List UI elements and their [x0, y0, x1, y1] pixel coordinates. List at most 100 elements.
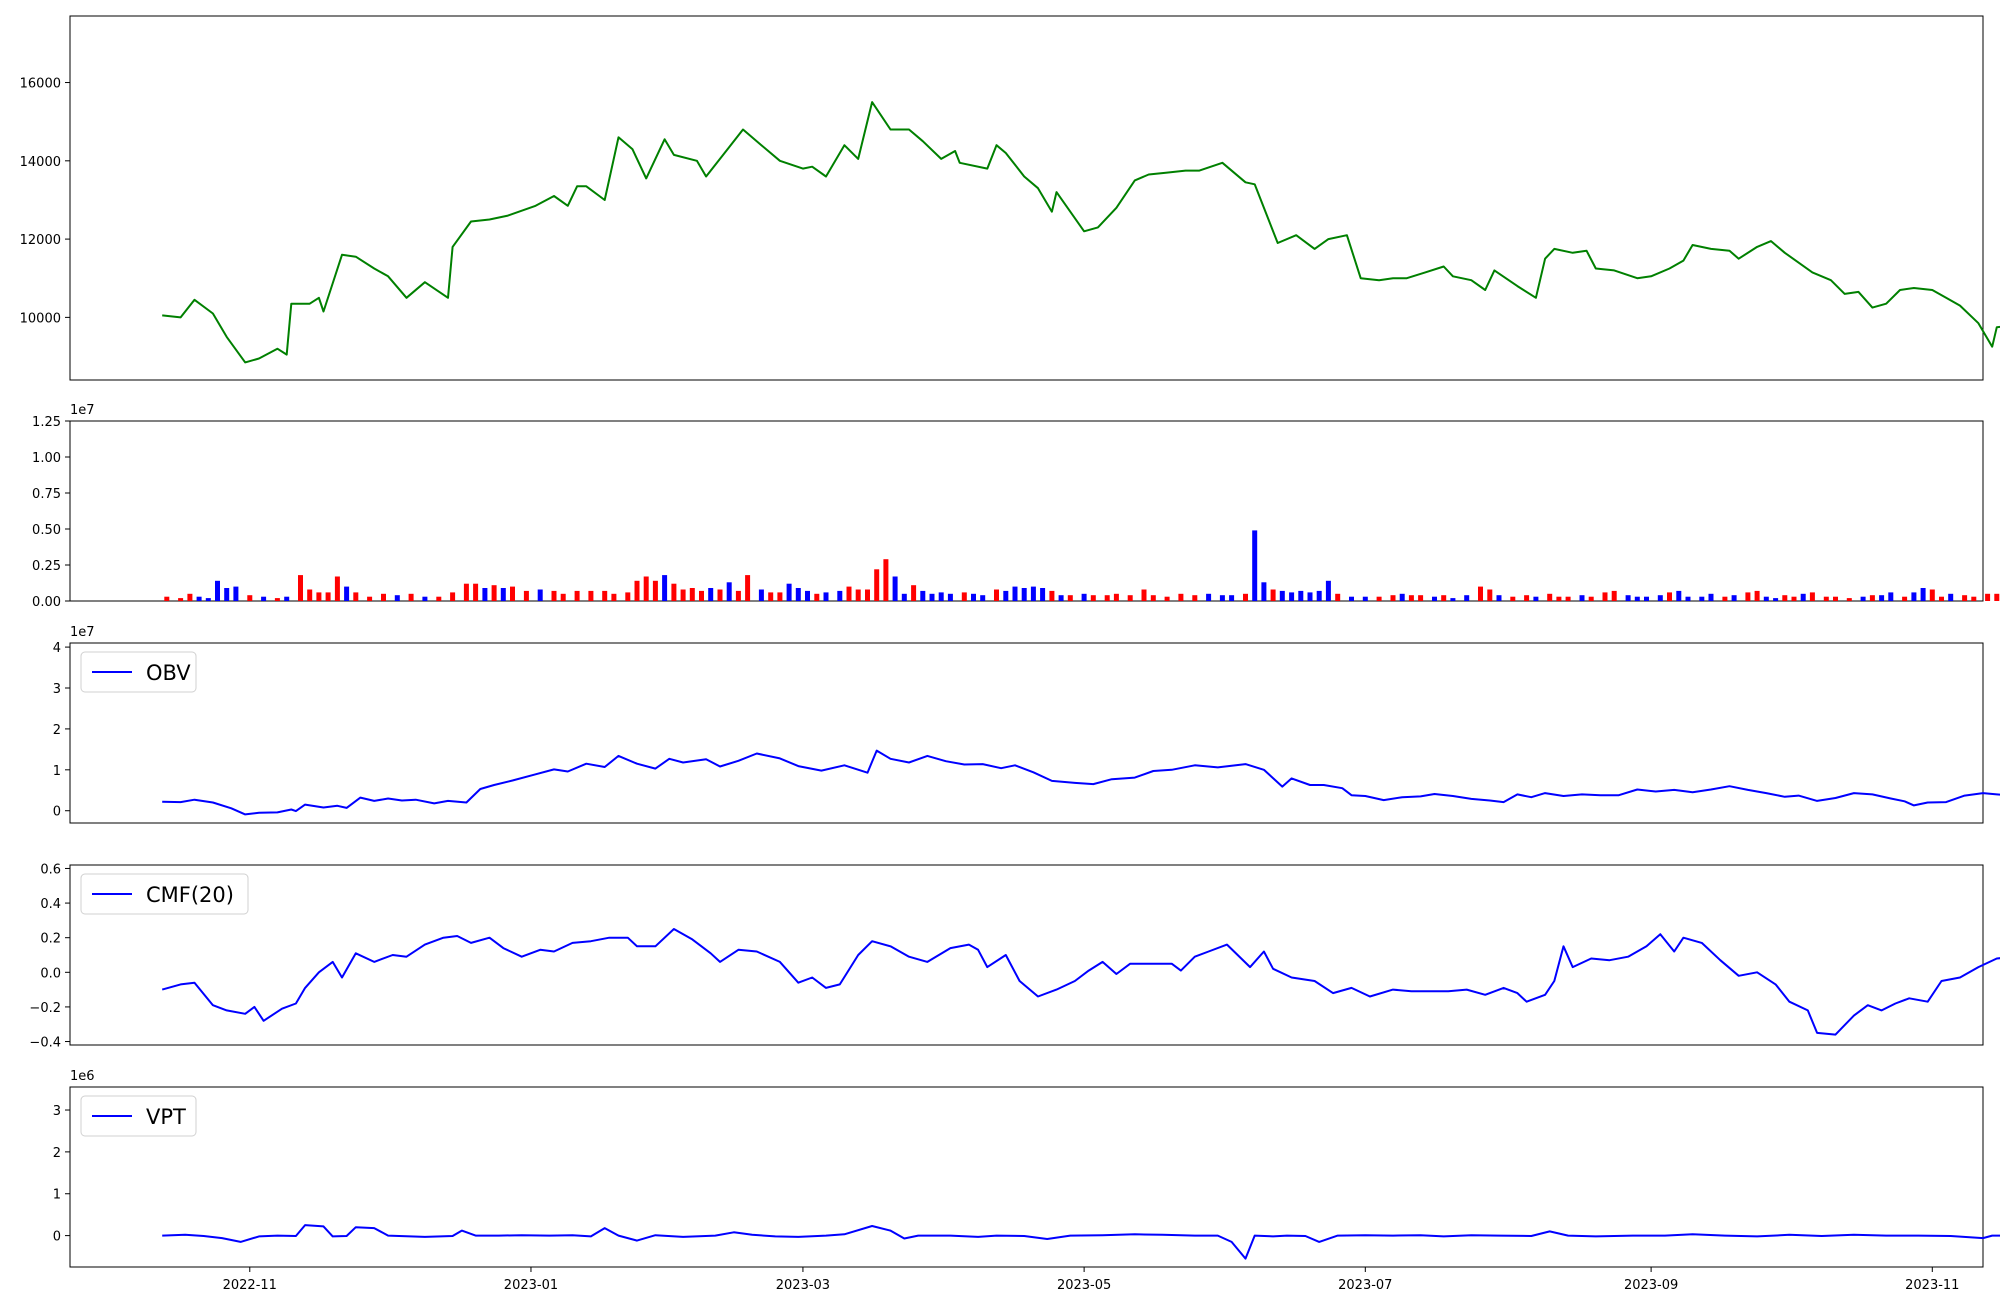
volume-bar — [334, 576, 340, 601]
volume-bar — [1049, 590, 1055, 601]
volume-bar — [768, 592, 774, 601]
volume-bar — [1869, 595, 1875, 601]
volume-bar — [1127, 595, 1133, 601]
volume-bar — [247, 595, 253, 601]
obv-series-line — [162, 749, 2000, 816]
y-tick-label: 0.50 — [32, 523, 61, 538]
plot-frame — [69, 15, 1984, 381]
volume-bar — [1722, 596, 1728, 601]
y-tick-label: −0.2 — [29, 1001, 61, 1016]
volume-bar — [717, 589, 723, 601]
volume-bar — [1676, 590, 1682, 601]
volume-bar — [1902, 596, 1908, 601]
volume-bar — [643, 576, 649, 601]
volume-bar — [1307, 592, 1313, 601]
legend-label: OBV — [146, 661, 191, 685]
volume-bar — [284, 596, 290, 601]
volume-bar — [274, 598, 280, 601]
legend: CMF(20) — [80, 873, 249, 915]
volume-bar — [1731, 595, 1737, 601]
y-tick-label: 1 — [53, 1188, 61, 1203]
volume-bar — [215, 580, 220, 601]
volume-bar — [1667, 592, 1672, 601]
y-tick-label: 0.0 — [40, 966, 61, 981]
y-tick-label: 14000 — [20, 155, 61, 170]
volume-bar — [805, 590, 810, 601]
volume-bar — [1012, 586, 1018, 601]
volume-bar — [1833, 596, 1838, 601]
volume-bar — [823, 592, 829, 601]
volume-bar — [1823, 596, 1829, 601]
volume-bar — [1962, 595, 1968, 601]
volume-bar — [1192, 595, 1198, 601]
volume-bar — [1325, 580, 1331, 601]
volume-bar — [758, 589, 764, 601]
y-tick-label: 0.6 — [40, 862, 61, 877]
volume-bar — [463, 583, 469, 601]
volume-bar — [865, 589, 870, 601]
volume-bar — [298, 575, 303, 601]
volume-bar — [1699, 596, 1705, 601]
volume-bar — [1611, 590, 1617, 601]
volume-bar — [795, 588, 801, 601]
y-tick-label: 3 — [53, 1104, 61, 1119]
volume-bar — [611, 593, 617, 601]
volume-bar — [523, 590, 529, 601]
volume-bar — [1994, 593, 2000, 601]
x-tick-label: 2023-05 — [1057, 1278, 1111, 1293]
volume-bar — [602, 590, 608, 601]
volume-bar — [1939, 596, 1944, 601]
y-offset-label: 1e6 — [70, 1069, 95, 1084]
volume-bar — [947, 593, 953, 601]
volume-bar — [1316, 590, 1322, 601]
volume-bar — [353, 592, 359, 601]
y-tick-label: 4 — [53, 641, 61, 656]
volume-bar — [1588, 596, 1594, 601]
volume-bar — [1432, 596, 1437, 601]
volume-bar — [1602, 592, 1608, 601]
volume-bar — [224, 588, 230, 601]
volume-bar — [1040, 588, 1046, 601]
vpt-series-line — [162, 1224, 2000, 1260]
y-offset-label: 1e7 — [70, 403, 95, 418]
plot-frame — [69, 642, 1984, 824]
volume-bar — [1754, 590, 1760, 601]
volume-bar — [422, 596, 428, 601]
volume-bar — [196, 596, 202, 601]
volume-bar — [846, 586, 852, 601]
y-tick-label: 0.25 — [32, 559, 61, 574]
x-tick-label: 2023-03 — [776, 1278, 830, 1293]
volume-bar — [929, 593, 935, 601]
volume-bar — [961, 592, 967, 601]
volume-bar — [735, 590, 741, 601]
volume-bar — [938, 592, 944, 601]
volume-bar — [187, 593, 193, 601]
volume-bar — [662, 575, 668, 601]
volume-bar — [1920, 588, 1926, 601]
volume-bar — [261, 596, 267, 601]
y-tick-label: 0.00 — [32, 595, 61, 610]
volume-bar — [1376, 596, 1382, 601]
volume-bar — [450, 592, 456, 601]
volume-bar — [1178, 593, 1184, 601]
volume-bar — [551, 590, 557, 601]
volume-bar — [1533, 596, 1539, 601]
volume-panel: 0.00 0.25 0.50 0.75 1.00 1.25 1e7 — [32, 403, 2000, 610]
volume-bar — [1579, 595, 1585, 601]
volume-bar — [708, 588, 714, 601]
volume-bar — [1141, 589, 1147, 601]
volume-bar — [1763, 596, 1769, 601]
x-tick-label: 2023-07 — [1338, 1278, 1392, 1293]
volume-bar — [1289, 592, 1295, 601]
price-series-line — [162, 101, 2000, 364]
volume-bar — [911, 585, 917, 601]
volume-bar — [344, 586, 350, 601]
volume-bar — [316, 592, 322, 601]
volume-bar — [1298, 590, 1304, 601]
volume-bar — [837, 590, 843, 601]
volume-bar — [233, 586, 239, 601]
volume-bar — [1021, 588, 1027, 601]
volume-bar — [745, 575, 751, 601]
volume-bar — [560, 593, 566, 601]
volume-bar — [1335, 593, 1341, 601]
